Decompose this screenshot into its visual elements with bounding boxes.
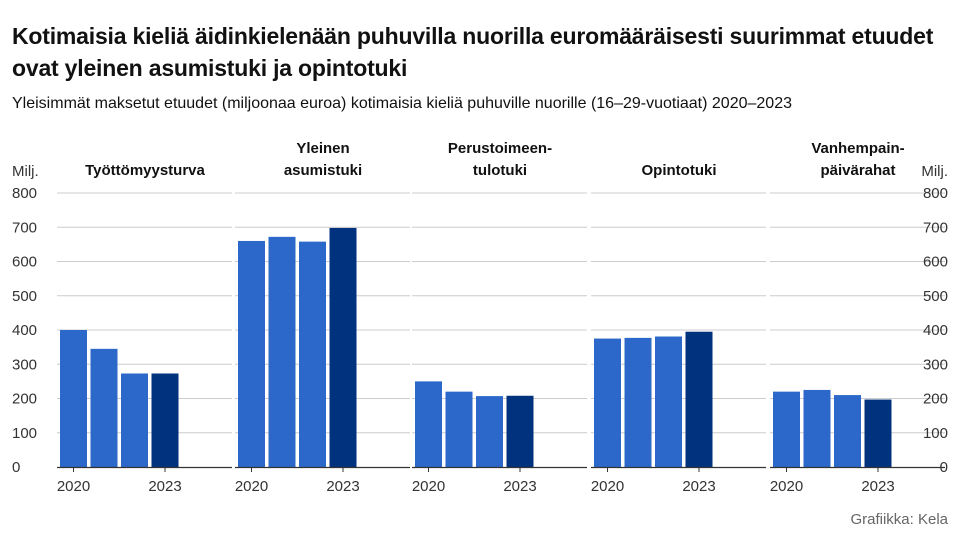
- y-tick-label-right: 500: [923, 288, 948, 305]
- bar: [151, 373, 179, 467]
- y-tick-label-left: 300: [12, 356, 37, 373]
- y-tick-label-left: 400: [12, 322, 37, 339]
- y-tick-label-right: 400: [923, 322, 948, 339]
- bar: [60, 330, 87, 467]
- y-tick-label-left: 700: [12, 219, 37, 236]
- bar: [773, 391, 800, 467]
- panel-title: Työttömyysturva: [85, 162, 205, 179]
- bar: [476, 396, 503, 467]
- y-tick-label-right: 600: [923, 254, 948, 271]
- x-tick-label: 2023: [148, 478, 181, 495]
- y-tick-label-left: 800: [12, 185, 37, 202]
- x-tick-label: 2023: [503, 478, 536, 495]
- bar: [90, 348, 118, 467]
- bar: [268, 236, 296, 467]
- x-tick-label: 2023: [682, 478, 715, 495]
- panel-title: tulotuki: [473, 162, 527, 179]
- y-tick-label-right: 200: [923, 391, 948, 408]
- panel-title: Opintotuki: [642, 162, 717, 179]
- chart-title: Kotimaisia kieliä äidinkielenään puhuvil…: [12, 23, 934, 81]
- bar: [803, 389, 831, 467]
- x-tick-label: 2020: [591, 478, 624, 495]
- y-tick-label-left: 600: [12, 254, 37, 271]
- bar: [655, 336, 682, 467]
- y-tick-label-left: 0: [12, 459, 20, 476]
- panel-title: asumistuki: [284, 162, 362, 179]
- x-tick-label: 2020: [235, 478, 268, 495]
- bar: [445, 391, 473, 467]
- bar: [415, 381, 442, 467]
- bar: [834, 395, 861, 467]
- x-tick-label: 2020: [412, 478, 445, 495]
- x-tick-label: 2020: [770, 478, 803, 495]
- y-tick-label-right: 0: [940, 459, 948, 476]
- y-axis-unit-right: Milj.: [921, 163, 948, 180]
- bar: [685, 331, 713, 467]
- y-axis-unit-left: Milj.: [12, 163, 39, 180]
- chart-subtitle: Yleisimmät maksetut etuudet (miljoonaa e…: [12, 95, 792, 112]
- y-tick-label-left: 500: [12, 288, 37, 305]
- x-tick-label: 2020: [57, 478, 90, 495]
- bar: [506, 395, 534, 467]
- y-tick-label-left: 100: [12, 425, 37, 442]
- x-tick-label: 2023: [326, 478, 359, 495]
- y-tick-label-right: 300: [923, 356, 948, 373]
- panel-title: Vanhempain-: [811, 140, 904, 157]
- bar: [864, 399, 892, 467]
- panel-title: päivärahat: [820, 162, 895, 179]
- credit-text: Grafiikka: Kela: [850, 511, 948, 528]
- x-tick-label: 2023: [861, 478, 894, 495]
- bar: [121, 373, 148, 467]
- bar: [594, 338, 621, 467]
- bar: [329, 227, 357, 467]
- bar: [624, 337, 652, 467]
- bar: [238, 240, 265, 467]
- panel-title: Perustoimeen-: [448, 140, 552, 157]
- y-tick-label-right: 100: [923, 425, 948, 442]
- y-tick-label-left: 200: [12, 391, 37, 408]
- bar: [299, 241, 326, 467]
- y-tick-label-right: 800: [923, 185, 948, 202]
- panel-title: Yleinen: [296, 140, 349, 157]
- y-tick-label-right: 700: [923, 219, 948, 236]
